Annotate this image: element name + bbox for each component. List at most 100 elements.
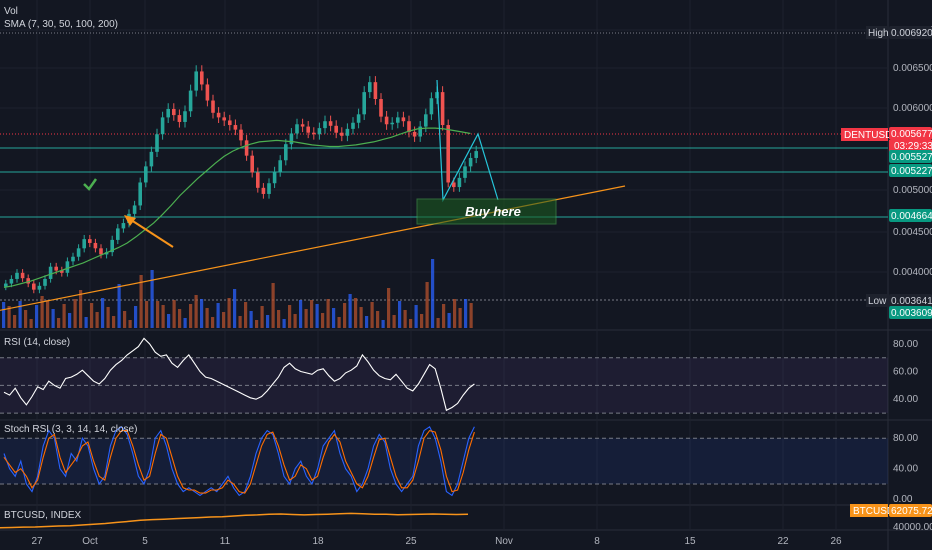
stoch-tick-label: 80.00	[893, 433, 918, 444]
time-tick-label: 18	[312, 536, 324, 547]
volume-bar	[227, 298, 231, 328]
volume-bar	[431, 259, 435, 328]
volume-bar	[370, 302, 374, 328]
candle-body	[155, 134, 159, 152]
candle-body	[278, 160, 282, 172]
candle-body	[295, 124, 299, 134]
volume-bar	[24, 310, 28, 328]
volume-bar	[178, 309, 182, 328]
candle-body	[328, 121, 333, 126]
stoch-tick-label: 40.00	[893, 464, 918, 475]
volume-bar	[62, 304, 66, 328]
candle-body	[138, 182, 142, 206]
candle-body	[334, 125, 338, 133]
volume-bar	[436, 318, 440, 328]
high-tag: High	[868, 28, 889, 39]
volume-bar	[161, 305, 165, 328]
volume-bar	[398, 301, 402, 328]
price-label-bg	[889, 306, 932, 319]
price-tick-label: 0.006000	[893, 103, 932, 114]
volume-bar	[447, 313, 451, 328]
volume-bar	[271, 283, 275, 328]
btc-tick-label: 40000.00	[893, 522, 932, 533]
candle-body	[116, 228, 120, 240]
volume-bar	[288, 305, 292, 328]
volume-bar	[90, 303, 94, 328]
candle-body	[188, 90, 193, 112]
candle-body	[407, 121, 411, 132]
time-tick-label: 25	[405, 536, 417, 547]
stoch-line	[3, 425, 475, 497]
candle-body	[306, 126, 310, 133]
candle-body	[200, 71, 204, 85]
volume-bar	[409, 319, 413, 328]
volume-bar	[464, 299, 468, 328]
volume-bar	[403, 310, 407, 328]
time-tick-label: 8	[594, 536, 600, 547]
volume-bar	[73, 299, 77, 328]
volume-bar	[266, 315, 270, 328]
volume-bar	[277, 310, 281, 328]
candle-body	[183, 111, 187, 122]
candle-body	[368, 82, 372, 93]
volume-bar	[216, 303, 220, 328]
volume-bar	[7, 306, 11, 328]
volume-bar	[315, 304, 319, 328]
price-label-bg	[889, 150, 932, 163]
volume-bar	[57, 318, 61, 328]
price-tick-label: 0.006500	[893, 63, 932, 74]
candle-body	[244, 140, 249, 156]
candle-body	[20, 272, 25, 279]
volume-bar	[46, 300, 50, 328]
volume-bar	[211, 317, 215, 328]
volume-bar	[145, 301, 149, 328]
volume-bar	[442, 304, 446, 328]
candle-body	[88, 239, 92, 243]
low-tag-bg	[866, 294, 888, 307]
candle-body	[435, 92, 439, 99]
candle-body	[284, 144, 288, 161]
high-value: 0.006920	[891, 28, 932, 39]
time-tick-label: Oct	[82, 536, 98, 547]
candle-body	[177, 115, 182, 122]
volume-bar	[343, 303, 347, 328]
countdown-bg	[889, 140, 932, 152]
candle-body	[110, 239, 114, 253]
volume-bar	[2, 302, 6, 328]
volume-bar	[51, 309, 55, 328]
volume-bar	[381, 320, 385, 328]
stoch-rsi-title: Stoch RSI (3, 3, 14, 14, close)	[4, 424, 138, 435]
volume-bar	[29, 319, 33, 328]
high-tag-bg	[866, 26, 888, 39]
candle-body	[362, 92, 366, 115]
time-tick-label: 11	[220, 536, 231, 547]
price-tick-label: 0.004500	[893, 227, 932, 238]
candle-body	[160, 117, 165, 135]
volume-bar	[194, 295, 198, 328]
candle-body	[418, 126, 422, 137]
volume-bar	[387, 288, 391, 328]
volume-bar	[365, 316, 369, 328]
volume-bar	[255, 320, 259, 328]
price-label: 0.005677	[891, 129, 932, 140]
price-label-bg	[889, 127, 932, 140]
volume-bar	[101, 298, 105, 328]
countdown-label: 03:29:33	[894, 141, 932, 152]
candle-body	[384, 116, 389, 125]
time-tick-label: 27	[31, 536, 43, 547]
candle-body	[4, 283, 8, 287]
btc-value: 62075.72	[891, 506, 932, 517]
candle-body	[267, 183, 271, 194]
candle-body	[32, 283, 36, 290]
candle-body	[9, 278, 14, 284]
volume-bar	[222, 312, 226, 328]
volume-bar	[18, 301, 22, 328]
candle-body	[323, 121, 327, 129]
candle-body	[54, 266, 58, 271]
time-tick-label: 26	[830, 536, 842, 547]
candle-body	[373, 82, 378, 100]
candle-body	[37, 285, 42, 290]
candle-body	[239, 129, 243, 141]
arrow-head	[124, 215, 136, 226]
